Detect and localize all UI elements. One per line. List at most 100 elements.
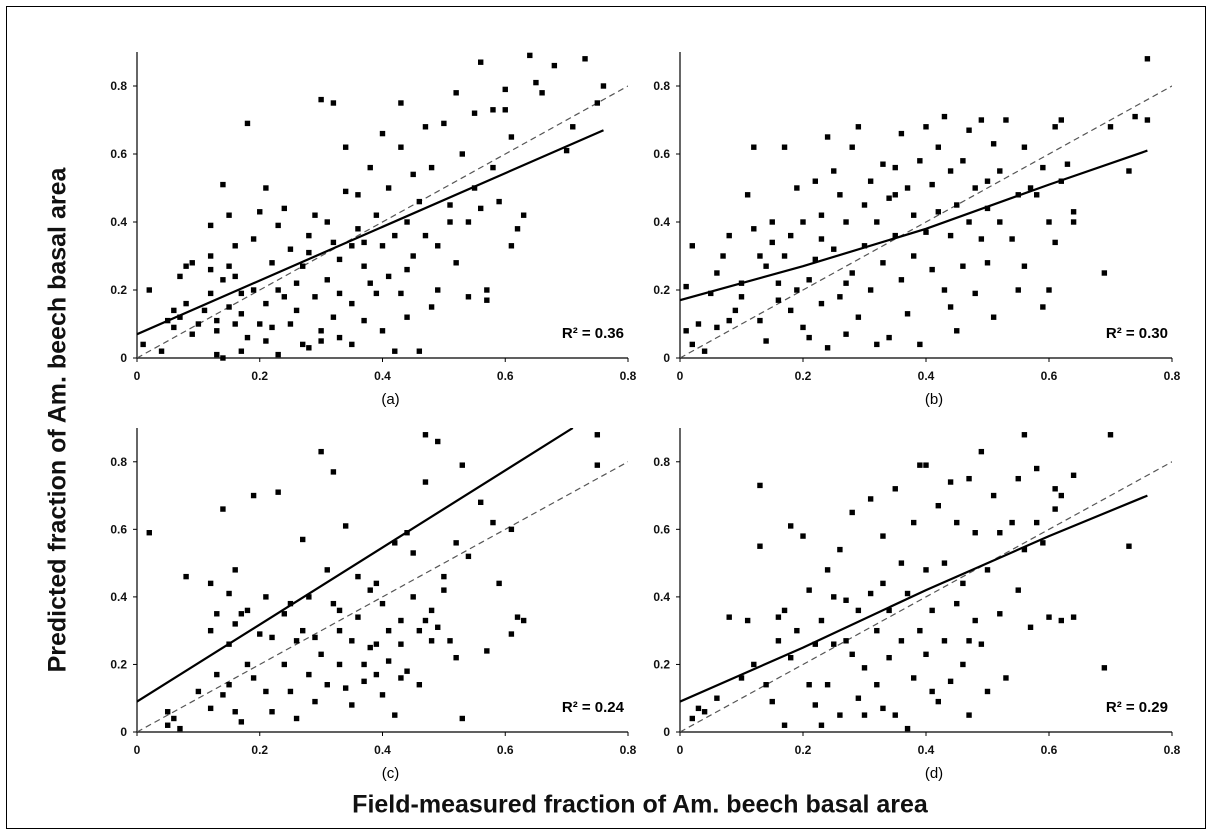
data-point: [263, 300, 269, 307]
data-point: [1107, 124, 1114, 130]
r-squared-label: R² = 0.36: [562, 325, 624, 342]
one-to-one-line: [137, 85, 628, 358]
data-point: [861, 202, 868, 208]
data-point: [195, 321, 202, 327]
data-point: [373, 580, 380, 587]
data-point: [911, 519, 917, 526]
data-point: [806, 334, 812, 341]
data-point: [843, 331, 849, 337]
data-point: [207, 222, 214, 229]
data-point: [923, 567, 929, 573]
data-point: [990, 141, 997, 147]
x-tick-label: 0.2: [251, 369, 268, 383]
data-point: [1015, 587, 1021, 593]
x-tick-label: 0.8: [1164, 369, 1181, 383]
data-point: [923, 229, 929, 235]
data-point: [330, 469, 337, 475]
y-tick-label: 0.2: [653, 657, 670, 671]
data-point: [689, 715, 695, 722]
data-point: [923, 462, 929, 468]
data-point: [800, 533, 806, 539]
data-point: [398, 100, 404, 106]
x-tick-label: 0: [134, 369, 141, 383]
data-point: [318, 338, 324, 344]
data-point: [392, 540, 398, 546]
data-point: [336, 627, 343, 634]
data-point: [342, 188, 349, 195]
y-tick-label: 0: [120, 351, 127, 365]
data-point: [422, 479, 429, 485]
data-point: [972, 530, 978, 536]
data-point: [257, 631, 263, 637]
data-point: [563, 147, 570, 154]
data-point: [929, 266, 935, 273]
data-point: [886, 607, 892, 614]
regression-line: [137, 428, 574, 703]
data-point: [726, 317, 732, 324]
data-point: [177, 725, 183, 732]
data-point: [385, 658, 392, 664]
data-point: [398, 290, 404, 297]
y-tick-label: 0.8: [653, 455, 670, 469]
data-point: [287, 600, 294, 607]
data-point: [465, 553, 472, 560]
data-point: [769, 698, 775, 705]
data-point: [954, 328, 960, 334]
data-point: [818, 212, 825, 218]
data-point: [775, 280, 782, 286]
data-point: [997, 530, 1003, 536]
data-point: [1058, 492, 1064, 499]
data-point: [293, 715, 300, 722]
data-point: [929, 181, 935, 188]
data-point: [1021, 546, 1028, 553]
data-point: [324, 277, 330, 283]
data-point: [997, 611, 1003, 617]
data-point: [1126, 168, 1132, 174]
data-point: [1034, 192, 1040, 198]
data-point: [293, 307, 300, 314]
data-point: [416, 682, 423, 688]
data-point: [984, 260, 991, 266]
data-point: [471, 185, 478, 191]
data-point: [861, 665, 868, 671]
y-tick-label: 0.2: [110, 283, 127, 297]
data-point: [336, 290, 343, 297]
data-point: [978, 448, 985, 455]
data-point: [683, 328, 689, 334]
data-point: [1015, 475, 1021, 482]
data-point: [342, 685, 349, 691]
r-squared-label: R² = 0.30: [1106, 325, 1168, 342]
data-point: [1070, 472, 1077, 478]
data-point: [818, 236, 825, 242]
data-point: [373, 641, 380, 647]
data-point: [1126, 543, 1132, 549]
data-point: [800, 219, 806, 225]
data-point: [373, 671, 380, 678]
data-point: [392, 712, 398, 718]
data-point: [594, 432, 601, 438]
data-point: [824, 567, 831, 573]
data-point: [898, 277, 905, 283]
data-point: [189, 260, 195, 266]
data-point: [818, 300, 825, 307]
data-point: [459, 462, 465, 468]
data-point: [849, 509, 855, 516]
regression-line: [680, 149, 1148, 302]
data-point: [373, 290, 380, 297]
x-tick-label: 0.6: [497, 743, 514, 757]
data-point: [788, 523, 794, 529]
data-point: [763, 682, 769, 688]
x-tick-label: 0: [677, 743, 684, 757]
data-point: [373, 212, 380, 218]
one-to-one-line: [680, 461, 1172, 732]
data-point: [207, 290, 214, 297]
data-point: [837, 712, 843, 718]
data-point: [954, 600, 960, 607]
data-point: [490, 164, 496, 171]
data-point: [164, 709, 171, 715]
data-point: [220, 355, 226, 361]
data-point: [275, 222, 281, 229]
data-point: [342, 144, 349, 150]
data-point: [164, 722, 171, 728]
data-point: [379, 600, 386, 607]
